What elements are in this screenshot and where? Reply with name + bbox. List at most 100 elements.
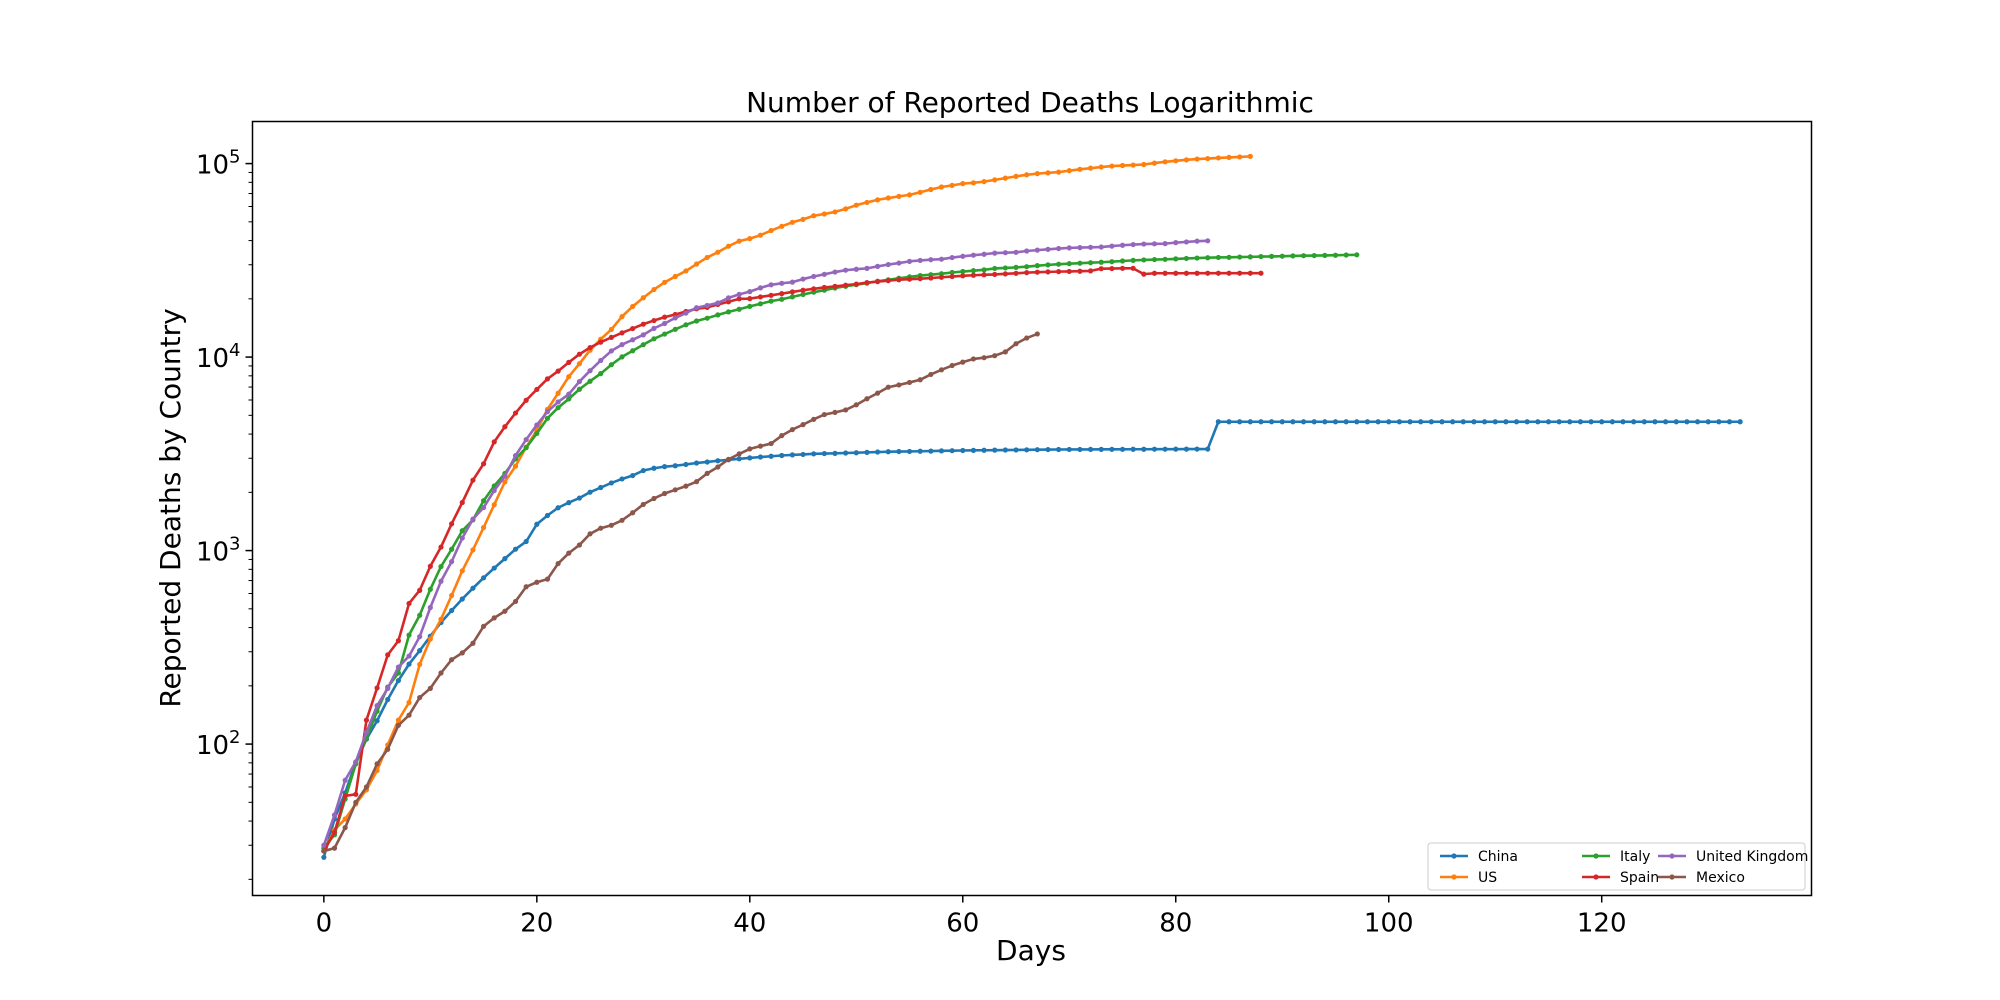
data-point-us [725, 243, 732, 249]
data-point-spain [981, 272, 987, 278]
data-point-spain [1183, 270, 1190, 276]
y-axis-label: Reported Deaths by Country [154, 308, 187, 707]
data-point-spain [470, 477, 476, 483]
data-point-spain [651, 317, 657, 324]
data-point-mexico [438, 670, 444, 676]
data-point-china [789, 452, 796, 458]
data-point-united-kingdom [566, 391, 572, 397]
data-point-china [704, 459, 710, 465]
data-point-spain [1024, 270, 1030, 276]
data-point-us [864, 199, 870, 206]
data-point-us [832, 209, 838, 215]
data-point-italy [1034, 263, 1040, 269]
legend-label: Mexico [1696, 870, 1745, 886]
data-point-mexico [704, 470, 710, 476]
data-point-china [1109, 446, 1115, 452]
data-point-italy [800, 291, 806, 298]
x-tick-label: 80 [1159, 909, 1192, 939]
data-point-china [1354, 419, 1360, 425]
data-point-china [1471, 419, 1477, 425]
data-point-china [906, 448, 913, 455]
data-point-mexico [757, 443, 764, 449]
data-point-spain [342, 793, 348, 799]
data-point-china [1034, 447, 1040, 453]
data-point-china [992, 447, 998, 453]
data-point-us [789, 219, 796, 225]
data-point-china [1322, 419, 1328, 425]
data-point-us [459, 568, 465, 574]
data-point-china [1705, 419, 1711, 425]
data-point-italy [406, 632, 412, 638]
data-point-united-kingdom [1024, 248, 1030, 254]
data-point-china [1716, 419, 1722, 425]
data-point-italy [1237, 254, 1243, 260]
data-point-mexico [928, 371, 934, 378]
x-tick-label: 120 [1577, 909, 1627, 939]
data-point-united-kingdom [502, 473, 508, 479]
data-point-spain [555, 368, 561, 374]
data-point-united-kingdom [747, 289, 753, 295]
data-point-mexico [981, 355, 987, 361]
data-point-united-kingdom [832, 269, 838, 275]
data-point-italy [1162, 256, 1168, 262]
data-point-china [1247, 419, 1253, 425]
data-point-china [555, 505, 561, 511]
data-point-china [1556, 419, 1562, 425]
data-point-spain [512, 410, 519, 416]
data-point-spain [1226, 270, 1232, 276]
data-point-spain [1098, 266, 1104, 272]
data-point-us [1215, 155, 1221, 161]
data-point-china [1098, 446, 1104, 452]
data-point-spain [1194, 270, 1200, 276]
y-tick-base: 10 [196, 731, 229, 761]
data-point-mexico [406, 712, 412, 718]
data-point-china [1684, 419, 1690, 425]
data-point-china [491, 565, 497, 571]
data-point-spain [640, 321, 646, 327]
data-point-united-kingdom [1151, 241, 1158, 247]
data-point-mexico [619, 517, 625, 523]
data-point-china [1726, 419, 1733, 425]
data-point-spain [821, 284, 827, 291]
data-point-united-kingdom [672, 315, 678, 321]
data-point-italy [747, 303, 753, 309]
data-point-us [662, 279, 668, 285]
data-point-italy [566, 396, 572, 402]
legend-label: Spain [1620, 870, 1659, 886]
data-point-mexico [938, 367, 945, 373]
data-point-us [449, 592, 455, 599]
data-point-mexico [534, 579, 540, 585]
series-united-kingdom [321, 238, 1211, 848]
data-point-china [1258, 419, 1264, 425]
data-point-italy [1247, 254, 1253, 260]
data-point-spain [779, 291, 785, 297]
data-point-mexico [417, 694, 423, 701]
data-point-china [800, 451, 806, 458]
data-point-mexico [693, 479, 700, 485]
data-point-united-kingdom [1002, 250, 1008, 256]
data-point-china [1194, 446, 1200, 452]
data-point-mexico [342, 825, 348, 831]
data-point-us [427, 636, 433, 642]
data-point-mexico [598, 525, 604, 531]
data-point-china [1460, 419, 1466, 425]
data-point-china [1002, 447, 1008, 453]
data-point-us [811, 213, 817, 219]
data-point-us [1141, 161, 1147, 168]
data-point-spain [917, 276, 923, 282]
data-point-china [1237, 419, 1243, 425]
data-point-mexico [502, 608, 508, 614]
data-point-italy [608, 362, 614, 368]
data-point-italy [662, 331, 668, 337]
data-point-china [1183, 446, 1190, 452]
data-point-italy [693, 318, 700, 324]
data-point-united-kingdom [800, 276, 806, 282]
data-point-us [1151, 160, 1158, 166]
series-line-us [322, 155, 1251, 852]
data-point-china [502, 556, 508, 562]
data-point-china [1290, 419, 1296, 425]
data-point-spain [970, 272, 977, 278]
data-point-united-kingdom [736, 291, 742, 297]
data-point-italy [523, 445, 529, 451]
data-point-italy [1194, 255, 1200, 261]
